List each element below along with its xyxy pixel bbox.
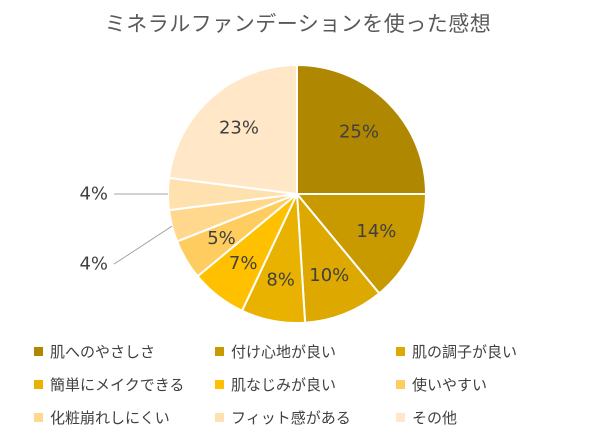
legend-label: 化粧崩れしにくい [50,409,170,427]
legend-label: 付け心地が良い [231,343,337,361]
legend-item: その他 [396,407,457,428]
legend-item: 肌なじみが良い [215,374,336,395]
legend-label: 肌の調子が良い [412,343,518,361]
legend-item: 付け心地が良い [215,341,336,362]
legend-swatch [34,347,43,356]
legend-label: 使いやすい [412,376,488,394]
legend-label: 肌へのやさしさ [50,343,156,361]
pie-slice [294,193,428,295]
data-label: 7% [229,253,258,274]
data-label: 14% [356,221,396,242]
data-label: 10% [309,265,349,286]
data-label: 4% [79,184,108,205]
data-label: 23% [219,118,259,139]
legend-item: 肌の調子が良い [396,341,517,362]
data-label: 8% [266,270,295,291]
legend-item: 簡単にメイクできる [34,374,184,395]
pie-chart: 25% 14% 10% 8% 7% 5% 4% 4% 23% [79,63,428,324]
legend-item: 使いやすい [396,374,487,395]
leader-line [113,225,173,265]
legend-swatch [215,347,224,356]
pie-slice [295,190,381,324]
legend-swatch [396,380,405,389]
legend-swatch [396,347,405,356]
data-label: 25% [339,122,379,143]
data-label: 5% [207,228,236,249]
legend-label: その他 [412,409,458,427]
data-label: 4% [79,254,108,275]
legend-swatch [215,380,224,389]
legend-swatch [396,413,405,422]
legend-label: フィット感がある [231,409,351,427]
legend-item: フィット感がある [215,407,351,428]
pie-slice [296,63,428,195]
chart-title: ミネラルファンデーションを使った感想 [104,12,492,36]
legend-item: 肌へのやさしさ [34,341,155,362]
legend-swatch [34,413,43,422]
legend-label: 簡単にメイクできる [50,376,185,394]
legend-item: 化粧崩れしにくい [34,407,170,428]
pie-slice [167,63,298,196]
legend-label: 肌なじみが良い [231,376,337,394]
legend-swatch [215,413,224,422]
legend-swatch [34,380,43,389]
